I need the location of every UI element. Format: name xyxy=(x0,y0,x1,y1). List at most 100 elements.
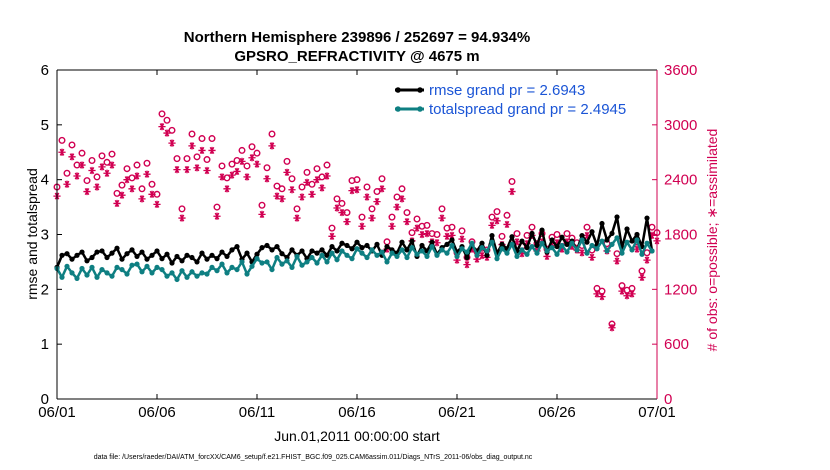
totalspread-point xyxy=(174,276,180,283)
right-y-axis-ticks: 0 600 1200 1800 2400 3000 3600 xyxy=(652,62,697,408)
totalspread-point xyxy=(89,264,95,270)
rmse-point xyxy=(74,252,80,258)
rmse-point xyxy=(169,260,175,266)
obs-assimilated-point xyxy=(458,235,466,243)
obs-possible-point xyxy=(178,205,186,213)
obs-assimilated-point xyxy=(418,230,426,239)
obs-assimilated-point xyxy=(593,290,601,298)
obs-possible-point xyxy=(273,182,281,190)
obs-assimilated-point xyxy=(348,187,356,195)
obs-assimilated-point xyxy=(623,292,631,300)
obs-possible-point xyxy=(123,165,131,173)
totalspread-point xyxy=(189,269,195,275)
obs-assimilated-point xyxy=(293,214,301,222)
obs-possible-point xyxy=(513,230,521,238)
obs-possible-point xyxy=(248,143,256,151)
chart-title-line1: Northern Hemisphere 239896 / 252697 = 94… xyxy=(184,29,530,46)
obs-assimilated-point xyxy=(613,257,621,265)
obs-possible-point xyxy=(198,135,206,143)
totalspread-point xyxy=(129,262,135,268)
obs-assimilated-point xyxy=(388,222,396,230)
rmse-point xyxy=(94,249,100,255)
series-lines xyxy=(54,214,655,283)
obs-possible-point xyxy=(133,161,141,169)
totalspread-point xyxy=(399,247,405,253)
obs-possible-point xyxy=(63,169,71,177)
rmse-point xyxy=(449,237,455,243)
obs-possible-point xyxy=(353,176,361,184)
obs-possible-point xyxy=(108,150,116,158)
obs-assimilated-point xyxy=(133,172,141,180)
obs-assimilated-point xyxy=(608,324,616,332)
rmse-point xyxy=(519,238,525,244)
obs-assimilated-point xyxy=(463,261,471,269)
totalspread-point xyxy=(369,247,375,253)
rmse-point xyxy=(564,241,570,247)
chart-title-line2: GPSRO_REFRACTIVITY @ 4675 m xyxy=(234,48,479,65)
totalspread-point xyxy=(214,268,220,274)
obs-possible-point xyxy=(263,164,271,172)
totalspread-point xyxy=(629,247,635,253)
obs-assimilated-point xyxy=(203,166,211,175)
rmse-point xyxy=(359,245,365,251)
rmse-point xyxy=(104,254,110,261)
totalspread-point xyxy=(329,250,335,256)
obs-possible-point xyxy=(458,227,466,235)
obs-possible-point xyxy=(508,177,516,185)
obs-possible-point xyxy=(433,230,441,238)
obs-possible-point xyxy=(328,224,336,232)
totalspread-point xyxy=(219,261,225,267)
totalspread-point xyxy=(574,247,580,253)
totalspread-point xyxy=(594,246,600,252)
obs-assimilated-point xyxy=(558,245,566,253)
obs-assimilated-point xyxy=(73,172,81,180)
obs-assimilated-point xyxy=(333,204,341,212)
rmse-point xyxy=(489,232,495,239)
obs-assimilated-point xyxy=(93,183,101,191)
rmse-point xyxy=(149,252,155,258)
obs-possible-point xyxy=(498,232,506,240)
obs-assimilated-point xyxy=(328,232,336,240)
obs-possible-point xyxy=(493,208,501,216)
obs-assimilated-point xyxy=(358,222,366,230)
totalspread-point xyxy=(424,253,430,260)
totalspread-point xyxy=(349,256,355,262)
obs-assimilated-point xyxy=(263,175,271,183)
x-tick-label: 06/26 xyxy=(538,404,576,421)
rmse-point xyxy=(134,253,140,260)
totalspread-point xyxy=(534,250,540,256)
left-y-tick-label: 4 xyxy=(41,172,49,189)
totalspread-point xyxy=(599,238,605,244)
rmse-point xyxy=(279,251,285,257)
x-tick-label: 06/21 xyxy=(438,404,476,421)
totalspread-point xyxy=(284,258,290,264)
obs-assimilated-point xyxy=(638,273,646,282)
rmse-point xyxy=(109,250,115,256)
rmse-point xyxy=(464,254,470,261)
obs-assimilated-point xyxy=(583,231,591,240)
totalspread-point xyxy=(544,248,550,254)
totalspread-point xyxy=(639,251,645,257)
rmse-point xyxy=(634,231,640,238)
totalspread-point xyxy=(169,270,175,276)
rmse-point xyxy=(354,239,360,245)
totalspread-point xyxy=(354,246,360,252)
obs-possible-point xyxy=(138,185,146,193)
obs-assimilated-point xyxy=(618,287,626,295)
obs-assimilated-point xyxy=(233,167,241,176)
obs-assimilated-point xyxy=(253,160,261,168)
left-y-tick-label: 3 xyxy=(41,227,49,244)
obs-possible-point xyxy=(423,221,431,229)
totalspread-point xyxy=(159,266,165,273)
rmse-point xyxy=(524,245,530,251)
obs-assimilated-point xyxy=(643,256,651,264)
totalspread-point xyxy=(649,248,655,254)
legend-rmse-marker-2 xyxy=(417,87,423,93)
obs-assimilated-point xyxy=(138,195,146,203)
obs-possible-point xyxy=(148,180,156,188)
obs-possible-point xyxy=(363,183,371,191)
obs-possible-point xyxy=(118,181,126,189)
obs-assimilated-point xyxy=(258,210,266,218)
totalspread-point xyxy=(124,271,130,277)
